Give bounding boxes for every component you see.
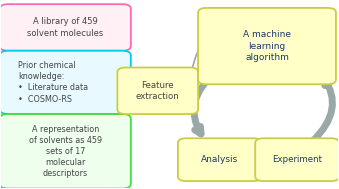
Text: A machine
learning
algorithm: A machine learning algorithm — [243, 30, 291, 62]
Text: Analysis: Analysis — [201, 155, 239, 164]
FancyBboxPatch shape — [178, 138, 262, 181]
FancyBboxPatch shape — [198, 8, 336, 84]
Text: A library of 459
solvent molecules: A library of 459 solvent molecules — [27, 17, 103, 37]
FancyBboxPatch shape — [0, 4, 131, 51]
Text: Feature
extraction: Feature extraction — [136, 81, 180, 101]
FancyBboxPatch shape — [255, 138, 339, 181]
Text: Prior chemical
knowledge:
•  Literature data
•  COSMO-RS: Prior chemical knowledge: • Literature d… — [18, 61, 88, 104]
FancyBboxPatch shape — [0, 114, 131, 189]
Text: A representation
of solvents as 459
sets of 17
molecular
descriptors: A representation of solvents as 459 sets… — [29, 125, 102, 178]
FancyBboxPatch shape — [117, 67, 198, 114]
FancyBboxPatch shape — [0, 51, 131, 114]
Text: Experiment: Experiment — [272, 155, 322, 164]
